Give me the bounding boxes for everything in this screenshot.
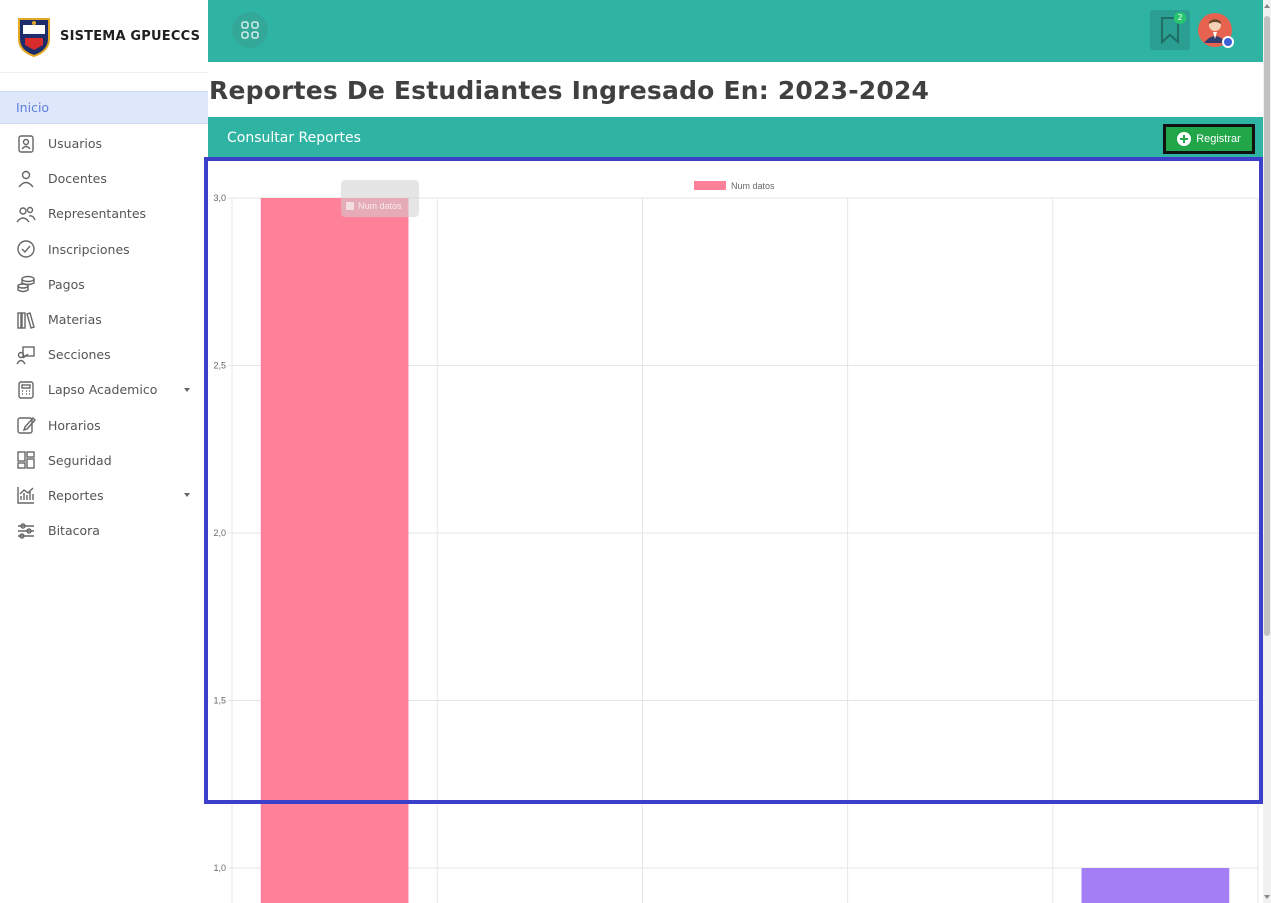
topbar: 2	[208, 0, 1263, 62]
people-icon	[16, 204, 36, 224]
sidebar-item-label: Lapso Academico	[48, 382, 158, 398]
scroll-down-icon[interactable]	[1264, 895, 1270, 899]
user-avatar-icon	[1204, 19, 1226, 43]
plus-circle-icon	[1177, 132, 1192, 146]
sidebar-item-secciones[interactable]: Secciones	[0, 337, 208, 372]
panel-header: Consultar Reportes Registrar	[208, 117, 1263, 159]
page-title: Reportes De Estudiantes Ingresado En: 20…	[209, 76, 930, 105]
sidebar-item-label: Bitacora	[48, 523, 100, 539]
calculator-icon	[16, 380, 36, 400]
sidebar-item-representantes[interactable]: Representantes	[0, 196, 208, 231]
tooltip-label: Num datos	[358, 201, 402, 211]
user-avatar[interactable]	[1198, 13, 1234, 48]
user-status-icon	[1222, 36, 1234, 48]
sidebar-item-reportes[interactable]: Reportes	[0, 478, 208, 513]
brand[interactable]: SISTEMA GPUECCS	[0, 0, 208, 73]
sidebar-item-lapso-academico[interactable]: Lapso Academico	[0, 372, 208, 407]
school-logo-icon	[18, 18, 50, 57]
legend-swatch	[694, 181, 726, 190]
sidebar-item-label: Reportes	[48, 487, 104, 503]
sidebar-item-pagos[interactable]: Pagos	[0, 267, 208, 302]
sidebar-item-label: Representantes	[48, 206, 147, 222]
chart-icon	[16, 485, 36, 505]
chart-tooltip	[341, 180, 419, 217]
sidebar-item-materias[interactable]: Materias	[0, 302, 208, 337]
brand-title: SISTEMA GPUECCS	[60, 28, 201, 44]
page-scrollbar[interactable]	[1263, 0, 1271, 903]
sidebar-item-docentes[interactable]: Docentes	[0, 161, 208, 196]
scrollbar-thumb[interactable]	[1264, 16, 1270, 636]
coins-icon	[16, 274, 36, 294]
dashboard-icon	[16, 450, 36, 470]
sidebar-item-label: Materias	[48, 312, 102, 328]
panel-title: Consultar Reportes	[227, 130, 361, 146]
chevron-down-icon	[184, 387, 190, 392]
sidebar-item-label: Secciones	[48, 347, 111, 363]
bar-4	[1081, 868, 1230, 903]
y-tick-label: 2,5	[213, 361, 226, 371]
check-circle-icon	[16, 239, 36, 259]
bar-0	[260, 198, 409, 903]
classroom-icon	[16, 345, 36, 365]
sidebar-item-label: Inicio	[16, 100, 50, 115]
chevron-down-icon	[184, 493, 190, 498]
sidebar-item-label: Horarios	[48, 417, 101, 433]
sidebar-item-seguridad[interactable]: Seguridad	[0, 443, 208, 478]
y-tick-label: 2,0	[213, 528, 226, 538]
user-badge-icon	[16, 134, 36, 154]
sidebar-item-horarios[interactable]: Horarios	[0, 408, 208, 443]
sidebar-item-inscripciones[interactable]: Inscripciones	[0, 232, 208, 267]
y-tick-label: 3,0	[213, 193, 226, 203]
sidebar-item-usuarios[interactable]: Usuarios	[0, 126, 208, 161]
sidebar-item-label: Pagos	[48, 276, 85, 292]
sidebar-item-label: Inscripciones	[48, 241, 130, 257]
report-chart-svg: 3,0 2,5 2,0 1,5 1,0 Num datos Num datos	[213, 180, 1259, 903]
register-button[interactable]: Registrar	[1163, 124, 1255, 154]
person-icon	[16, 169, 36, 189]
y-tick-label: 1,5	[213, 696, 226, 706]
sidebar: SISTEMA GPUECCS Inicio Usuarios Docentes…	[0, 0, 208, 903]
sliders-icon	[16, 521, 36, 541]
sidebar-item-label: Usuarios	[48, 136, 103, 152]
sidebar-item-label: Seguridad	[48, 452, 112, 468]
edit-icon	[16, 415, 36, 435]
y-tick-label: 1,0	[213, 863, 226, 873]
scroll-up-icon[interactable]	[1264, 4, 1270, 8]
register-button-label: Registrar	[1196, 133, 1241, 145]
sidebar-item-bitacora[interactable]: Bitacora	[0, 513, 208, 548]
sidebar-item-inicio[interactable]: Inicio	[0, 91, 208, 124]
notification-badge: 2	[1174, 12, 1186, 24]
books-icon	[16, 310, 36, 330]
sidebar-item-label: Docentes	[48, 171, 107, 187]
notifications-button[interactable]: 2	[1150, 10, 1190, 50]
menu-toggle-button[interactable]	[232, 12, 268, 48]
legend-label: Num datos	[731, 181, 775, 191]
report-chart: 3,0 2,5 2,0 1,5 1,0 Num datos Num datos	[208, 159, 1263, 903]
sidebar-nav: Inicio Usuarios Docentes Representantes …	[0, 91, 208, 548]
tooltip-swatch	[346, 202, 354, 210]
grid-icon	[241, 21, 259, 39]
